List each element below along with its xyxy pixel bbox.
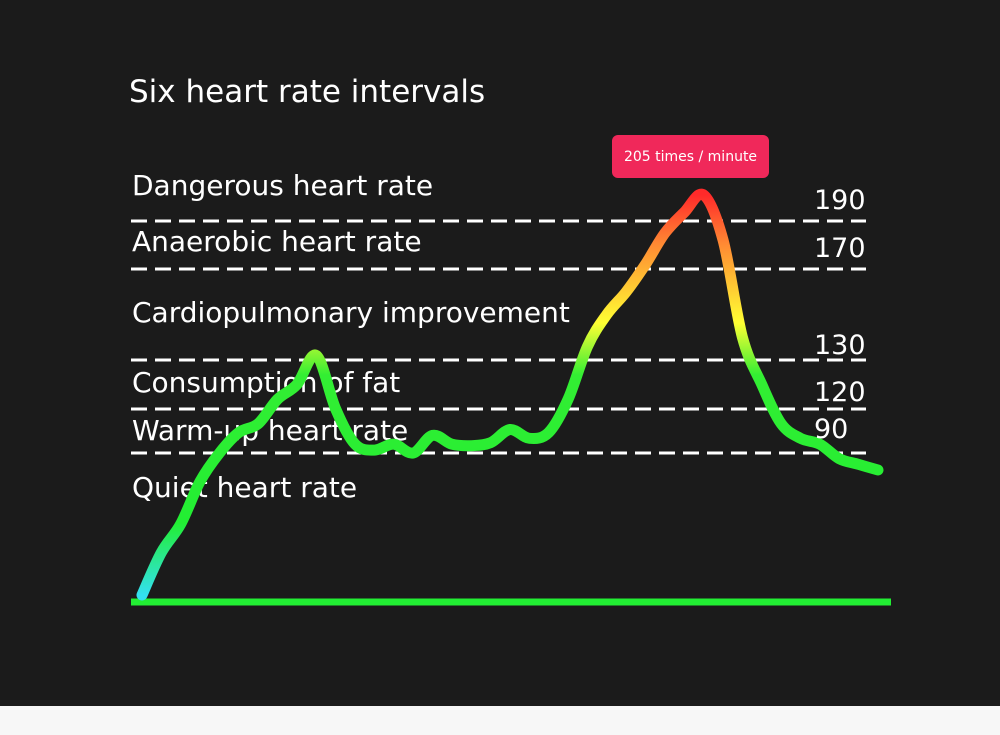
peak-value-badge: 205 times / minute bbox=[612, 135, 769, 178]
chart-title: Six heart rate intervals bbox=[129, 74, 486, 110]
zone-label-cardiopulmonary: Cardiopulmonary improvement bbox=[132, 296, 570, 329]
threshold-value-190: 190 bbox=[814, 185, 866, 216]
zone-label-dangerous: Dangerous heart rate bbox=[132, 169, 434, 202]
zone-label-fat-consumption: Consumption of fat bbox=[132, 366, 401, 399]
zone-label-anaerobic: Anaerobic heart rate bbox=[132, 225, 422, 258]
zone-label-warm-up: Warm-up heart rate bbox=[132, 414, 409, 447]
threshold-value-170: 170 bbox=[814, 233, 866, 264]
threshold-value-90: 90 bbox=[814, 414, 849, 445]
zone-label-quiet: Quiet heart rate bbox=[132, 471, 358, 504]
heart-rate-chart bbox=[131, 188, 891, 606]
threshold-value-130: 130 bbox=[814, 330, 866, 361]
threshold-value-120: 120 bbox=[814, 377, 866, 408]
heart-rate-line bbox=[136, 188, 884, 601]
threshold-lines bbox=[131, 219, 866, 455]
bottom-strip bbox=[0, 706, 1000, 735]
chart-panel bbox=[0, 0, 1000, 706]
